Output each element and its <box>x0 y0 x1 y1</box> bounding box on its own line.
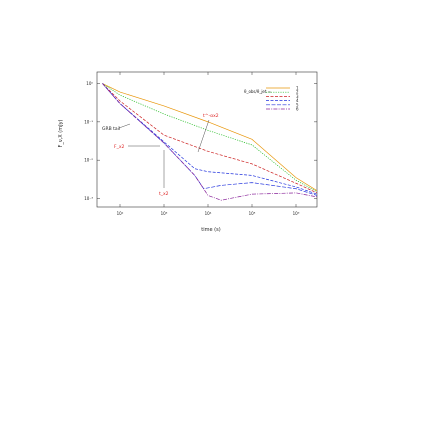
series-line-6 <box>102 83 318 201</box>
legend-entry-label: 6 <box>296 107 299 112</box>
series-line-2 <box>102 83 318 193</box>
annotation-power-law: t^-αx2 <box>203 113 219 119</box>
annotation-tx2: t_x2 <box>159 191 169 197</box>
legend-entry-label: 1 <box>296 86 299 91</box>
annotation-layer: GRB tail F_x2 t_x2 t^-αx2 <box>102 113 219 197</box>
series-line-4 <box>102 83 318 195</box>
legend-entry-label: 3 <box>296 94 299 99</box>
x-tick-label: 10³ <box>161 211 168 216</box>
y-tick-label: 10⁻¹ <box>84 119 93 124</box>
legend-entry-label: 4 <box>296 98 299 103</box>
axis-ticks: 10² 10³ 10⁴ 10⁵ 10⁶ 10⁰ 10⁻¹ 10⁻² 10⁻³ <box>84 72 317 216</box>
x-tick-label: 10⁴ <box>205 211 212 216</box>
annotation-grb-tail-pointer <box>118 123 131 129</box>
x-tick-label: 10² <box>117 211 124 216</box>
y-tick-label: 10⁻² <box>84 158 93 163</box>
series-layer <box>102 83 318 201</box>
series-line-1 <box>102 83 318 191</box>
annotation-power-law-pointer <box>197 119 210 153</box>
y-tick-label: 10⁰ <box>86 81 93 86</box>
y-tick-label: 10⁻³ <box>84 196 93 201</box>
series-line-3 <box>102 83 318 194</box>
annotation-fx2: F_x2 <box>114 144 125 150</box>
x-tick-label: 10⁶ <box>293 211 300 216</box>
plot-area-border <box>96 71 318 208</box>
x-tick-label: 10⁵ <box>249 211 256 216</box>
y-axis-label: F_ν,X (mJy) <box>58 119 64 147</box>
plot-frame <box>96 71 318 208</box>
legend-entry-label: 5 <box>296 102 299 107</box>
annotation-grb-tail: GRB tail <box>102 126 120 132</box>
x-axis-label: time (s) <box>201 227 220 233</box>
legend-title: θ_obs/θ_jet = <box>244 89 271 94</box>
legend-entry-label: 2 <box>296 90 299 95</box>
